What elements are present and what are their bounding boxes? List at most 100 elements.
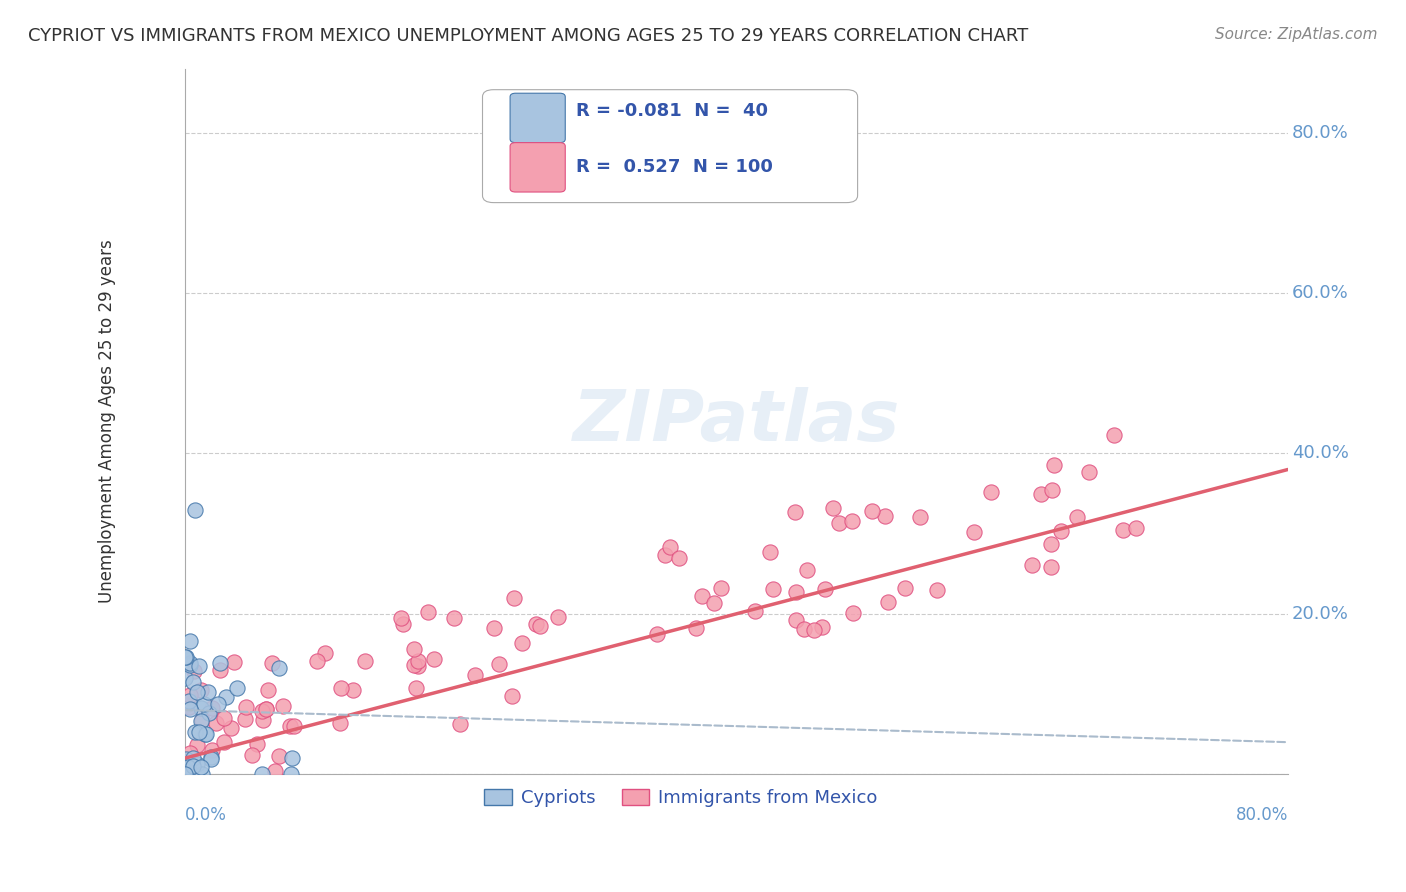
Text: 80.0%: 80.0% bbox=[1292, 124, 1348, 142]
Point bbox=[329, 681, 352, 695]
Point bbox=[1050, 524, 1073, 538]
Point bbox=[389, 611, 412, 625]
Point bbox=[188, 659, 211, 673]
Point bbox=[894, 581, 917, 595]
Point bbox=[464, 668, 486, 682]
Point bbox=[204, 716, 226, 731]
Point bbox=[406, 654, 429, 668]
Point bbox=[212, 711, 235, 725]
Point bbox=[246, 737, 269, 751]
Point bbox=[823, 501, 845, 516]
Point bbox=[703, 596, 725, 610]
Point bbox=[190, 700, 212, 714]
Point bbox=[710, 582, 733, 596]
Point bbox=[281, 751, 304, 765]
Point bbox=[353, 654, 375, 668]
Point bbox=[226, 681, 249, 695]
Point bbox=[668, 550, 690, 565]
Point bbox=[529, 619, 551, 633]
Point bbox=[510, 636, 533, 650]
Point bbox=[173, 767, 195, 781]
Point bbox=[233, 712, 256, 726]
Point bbox=[1125, 520, 1147, 534]
FancyBboxPatch shape bbox=[510, 94, 565, 143]
Point bbox=[685, 621, 707, 635]
Text: R = -0.081  N =  40: R = -0.081 N = 40 bbox=[576, 102, 768, 120]
Point bbox=[267, 749, 290, 764]
Point bbox=[195, 727, 218, 741]
Point bbox=[408, 658, 430, 673]
Point bbox=[235, 700, 257, 714]
Point bbox=[1040, 483, 1063, 497]
FancyBboxPatch shape bbox=[510, 143, 565, 192]
Point bbox=[744, 604, 766, 618]
Point bbox=[314, 646, 336, 660]
Point bbox=[1021, 558, 1043, 572]
Point bbox=[828, 516, 851, 531]
Text: 80.0%: 80.0% bbox=[1236, 806, 1288, 824]
Point bbox=[762, 582, 785, 597]
Point bbox=[307, 655, 329, 669]
Point bbox=[260, 656, 283, 670]
Point bbox=[183, 664, 205, 678]
Point bbox=[524, 616, 547, 631]
Point bbox=[841, 514, 863, 528]
Point bbox=[502, 591, 524, 605]
Point bbox=[209, 656, 232, 670]
Point bbox=[186, 684, 208, 698]
Point bbox=[547, 610, 569, 624]
Point bbox=[179, 746, 201, 760]
Point bbox=[254, 702, 277, 716]
Point bbox=[875, 509, 897, 524]
Point bbox=[197, 706, 219, 720]
Point bbox=[759, 545, 782, 559]
Point bbox=[190, 714, 212, 729]
Point bbox=[392, 616, 415, 631]
Point bbox=[187, 724, 209, 739]
Point bbox=[252, 713, 274, 727]
Point bbox=[181, 675, 204, 690]
Text: 0.0%: 0.0% bbox=[184, 806, 226, 824]
Point bbox=[212, 735, 235, 749]
Point bbox=[280, 767, 302, 781]
Legend: Cypriots, Immigrants from Mexico: Cypriots, Immigrants from Mexico bbox=[477, 782, 884, 814]
Point bbox=[177, 693, 200, 707]
Point bbox=[443, 611, 465, 625]
Point bbox=[785, 585, 807, 599]
Point bbox=[501, 690, 523, 704]
Point bbox=[658, 541, 681, 555]
Point bbox=[184, 725, 207, 739]
Point bbox=[690, 590, 713, 604]
Point bbox=[174, 650, 197, 665]
Text: 40.0%: 40.0% bbox=[1292, 444, 1348, 462]
Point bbox=[184, 502, 207, 516]
Point bbox=[488, 657, 510, 671]
Point bbox=[876, 595, 898, 609]
Point bbox=[177, 767, 200, 781]
Point bbox=[179, 702, 201, 716]
Point bbox=[860, 504, 883, 518]
Point bbox=[190, 683, 212, 698]
Point bbox=[803, 624, 825, 638]
Point bbox=[179, 634, 201, 648]
Point bbox=[783, 504, 806, 518]
Point bbox=[186, 756, 208, 771]
Point bbox=[342, 682, 364, 697]
Point bbox=[240, 747, 263, 762]
Point bbox=[181, 751, 204, 765]
Point bbox=[191, 713, 214, 727]
Point bbox=[785, 613, 807, 627]
Point bbox=[654, 549, 676, 563]
Text: Source: ZipAtlas.com: Source: ZipAtlas.com bbox=[1215, 27, 1378, 42]
Point bbox=[263, 764, 285, 778]
Point bbox=[197, 685, 219, 699]
Point bbox=[416, 605, 439, 619]
Point bbox=[927, 583, 949, 598]
Point bbox=[224, 655, 246, 669]
Point bbox=[841, 607, 863, 621]
Point bbox=[179, 699, 201, 714]
Point bbox=[179, 656, 201, 670]
Point bbox=[1102, 427, 1125, 442]
Point bbox=[254, 702, 277, 716]
Point bbox=[980, 485, 1002, 500]
